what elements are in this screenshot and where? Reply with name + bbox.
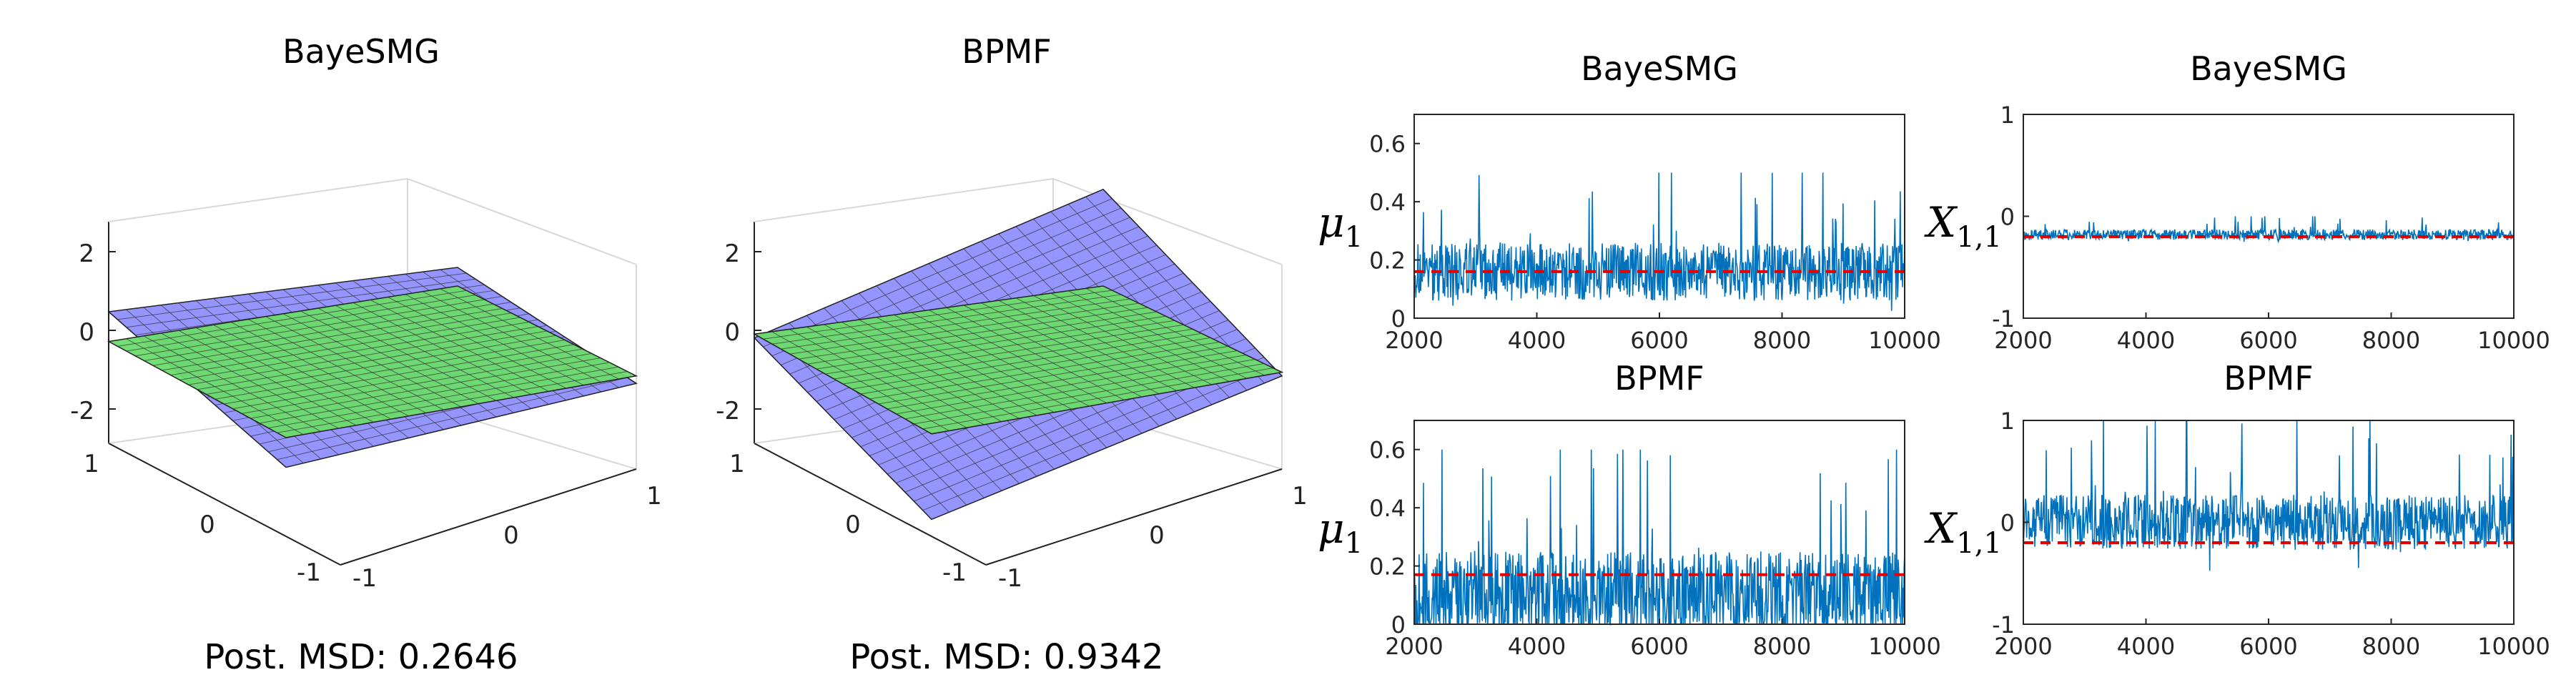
x-tick-label: 10000 xyxy=(2477,633,2550,660)
y-tick-label: 1 xyxy=(729,450,745,478)
x-tick-label: 8000 xyxy=(2362,633,2420,660)
axes-box xyxy=(2023,114,2515,319)
trace-title: BPMF xyxy=(2224,359,2313,398)
y-axis-label: μ1 xyxy=(1318,504,1363,560)
x-tick-label: 10000 xyxy=(2477,327,2550,354)
z-tick-label: -2 xyxy=(70,397,94,425)
y-axis-label: μ1 xyxy=(1318,198,1363,254)
z-tick-label: 0 xyxy=(79,318,94,347)
x-tick-label: 2000 xyxy=(1994,327,2052,354)
y-tick-label: -1 xyxy=(1992,611,2015,639)
x-tick-label: 1 xyxy=(646,482,662,511)
y-tick-label: -1 xyxy=(297,558,321,587)
surface-title: BPMF xyxy=(962,32,1051,71)
surface-caption: Post. MSD: 0.9342 xyxy=(849,637,1163,677)
y-tick-label: 0 xyxy=(1391,305,1406,332)
x-tick-label: 0 xyxy=(1149,521,1165,550)
x-tick-label: -1 xyxy=(998,564,1022,593)
trace-title: BPMF xyxy=(1614,359,1704,398)
x-tick-label: 4000 xyxy=(2117,633,2175,660)
x-tick-label: 1 xyxy=(1292,482,1308,511)
trace-line xyxy=(2023,216,2515,244)
y-axis-label: X1,1 xyxy=(1924,198,2002,254)
y-tick-label: 0.4 xyxy=(1369,495,1406,522)
x-tick-label: 4000 xyxy=(1508,633,1566,660)
x-tick-label: 6000 xyxy=(1630,633,1688,660)
trace-title: BayeSMG xyxy=(2190,49,2347,88)
trace-line xyxy=(1413,449,1905,626)
x-tick-label: 8000 xyxy=(1753,327,1811,354)
z-tick-label: 2 xyxy=(724,240,740,268)
y-axis-label: X1,1 xyxy=(1924,504,2002,560)
x-tick-label: 10000 xyxy=(1868,327,1941,354)
trace-line xyxy=(2023,420,2515,571)
y-tick-label: 0 xyxy=(845,511,861,539)
z-tick-label: 0 xyxy=(724,318,740,347)
x-tick-label: 6000 xyxy=(1630,327,1688,354)
surface-title: BayeSMG xyxy=(282,32,440,71)
x-tick-label: 2000 xyxy=(1385,327,1443,354)
trace-plot-mu-bayesmg: BayeSMG 0 0.2 0.4 0.6 2000 4000 6000 8000 10000 μ1 xyxy=(1318,49,1941,354)
y-tick-label: -1 xyxy=(942,558,967,587)
y-tick-label: 0 xyxy=(1391,611,1406,639)
green-surface xyxy=(107,285,638,438)
x-tick-label: -1 xyxy=(352,564,377,593)
surface-plot-bayesmg: BayeSMG Post. MSD: 0.2646 2 0 -2 1 0 -1 -1 0 1 xyxy=(70,32,662,677)
y-tick-label: 0.2 xyxy=(1369,247,1406,275)
y-tick-label: 0.6 xyxy=(1369,437,1406,464)
green-surface xyxy=(752,285,1284,435)
y-tick-label: 1 xyxy=(2000,408,2015,435)
y-tick-label: 0 xyxy=(2000,204,2015,231)
surface-caption: Post. MSD: 0.2646 xyxy=(204,637,518,677)
x-tick-label: 6000 xyxy=(2239,327,2297,354)
x-tick-label: 10000 xyxy=(1868,633,1941,660)
y-tick-label: 1 xyxy=(84,450,99,478)
z-tick-label: -2 xyxy=(716,397,740,425)
trace-line xyxy=(1413,172,1905,311)
y-tick-label: 0 xyxy=(2000,510,2015,537)
x-tick-label: 4000 xyxy=(2117,327,2175,354)
y-tick-label: 1 xyxy=(2000,102,2015,129)
x-tick-label: 4000 xyxy=(1508,327,1566,354)
y-tick-label: 0.2 xyxy=(1369,553,1406,581)
x-tick-label: 8000 xyxy=(2362,327,2420,354)
x-tick-label: 6000 xyxy=(2239,633,2297,660)
x-tick-label: 8000 xyxy=(1753,633,1811,660)
y-tick-label: 0.6 xyxy=(1369,131,1406,158)
trace-plot-x-bpmf: BPMF -1 0 1 2000 4000 6000 8000 10000 X1,1 xyxy=(1924,359,2550,660)
x-tick-label: 2000 xyxy=(1385,633,1443,660)
y-tick-label: 0 xyxy=(199,511,215,539)
z-tick-label: 2 xyxy=(79,240,94,268)
y-tick-label: -1 xyxy=(1992,305,2015,332)
surface-plot-bpmf: BPMF Post. MSD: 0.9342 2 0 -2 1 0 -1 -1 0 1 xyxy=(716,32,1308,677)
trace-plot-x-bayesmg: BayeSMG -1 0 1 2000 4000 6000 8000 10000 X1,1 xyxy=(1924,49,2550,354)
x-tick-label: 2000 xyxy=(1994,633,2052,660)
x-tick-label: 0 xyxy=(503,521,519,550)
trace-title: BayeSMG xyxy=(1581,49,1738,88)
trace-plot-mu-bpmf: BPMF 0 0.2 0.4 0.6 2000 4000 6000 8000 10000 μ1 xyxy=(1318,359,1941,660)
y-tick-label: 0.4 xyxy=(1369,189,1406,216)
